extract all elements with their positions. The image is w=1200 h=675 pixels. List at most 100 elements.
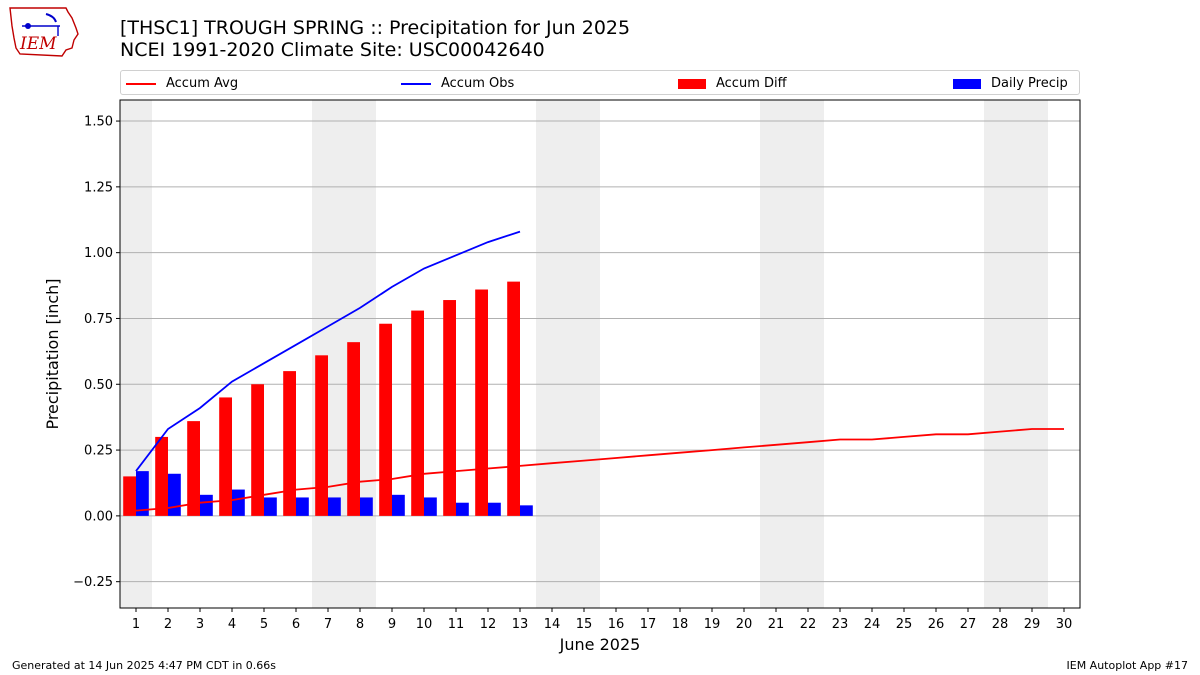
svg-text:IEM: IEM	[19, 34, 57, 54]
y-axis-label: Precipitation [inch]	[43, 278, 62, 429]
x-axis-label: June 2025	[559, 635, 641, 654]
weekend-band-day-28	[984, 100, 1016, 608]
accum-diff-bar-day-11	[443, 300, 456, 516]
accum-diff-bar-day-6	[283, 371, 296, 516]
daily-precip-bar-day-5	[264, 497, 277, 516]
x-tick-label: 8	[356, 617, 364, 632]
accum-diff-bar-day-1	[123, 476, 136, 516]
x-tick-label: 24	[864, 617, 881, 632]
legend-label-daily-precip: Daily Precip	[991, 76, 1068, 91]
legend-swatch-accum-obs	[401, 82, 431, 85]
daily-precip-bar-day-10	[424, 497, 437, 516]
daily-precip-bar-day-2	[168, 473, 181, 516]
x-tick-label: 11	[448, 617, 465, 632]
x-tick-label: 23	[832, 617, 849, 632]
legend-swatch-accum-avg	[126, 82, 156, 85]
x-tick-label: 30	[1056, 617, 1073, 632]
x-tick-label: 22	[800, 617, 817, 632]
chart-legend: Accum Avg Accum Obs Accum Diff Daily Pre…	[120, 70, 1080, 95]
weekend-band-day-14	[536, 100, 568, 608]
x-tick-label: 14	[544, 617, 561, 632]
chart-title: [THSC1] TROUGH SPRING :: Precipitation f…	[120, 17, 631, 39]
weekend-band-day-15	[568, 100, 600, 608]
y-tick-label: 1.25	[84, 180, 113, 195]
x-tick-label: 1	[132, 617, 140, 632]
generated-timestamp: Generated at 14 Jun 2025 4:47 PM CDT in …	[12, 659, 277, 672]
x-tick-label: 25	[896, 617, 913, 632]
x-tick-label: 19	[704, 617, 721, 632]
legend-label-accum-avg: Accum Avg	[166, 76, 239, 91]
accum-obs-line	[135, 230, 521, 472]
weekend-band-day-7	[312, 100, 344, 608]
y-tick-label: 0.75	[84, 312, 113, 327]
x-tick-label: 18	[672, 617, 689, 632]
accum-diff-bar-day-3	[187, 421, 200, 516]
x-tick-label: 12	[480, 617, 497, 632]
autoplot-app-label: IEM Autoplot App #17	[1066, 659, 1189, 672]
y-tick-label: 1.50	[84, 115, 113, 130]
x-tick-label: 20	[736, 617, 753, 632]
y-tick-label: 1.00	[84, 246, 113, 261]
grid-layer	[120, 120, 1080, 583]
y-tick-label: 0.25	[84, 444, 113, 459]
weekend-band-day-1	[120, 100, 152, 608]
axis-layer: −0.250.000.250.500.751.001.251.501 2 3 4 5 6 7…	[73, 99, 1081, 632]
accum-diff-bar-day-10	[411, 310, 424, 516]
accum-diff-bar-day-5	[251, 384, 264, 516]
x-tick-label: 17	[640, 617, 657, 632]
daily-precip-bar-day-6	[296, 497, 309, 516]
x-tick-label: 7	[324, 617, 332, 632]
legend-label-accum-obs: Accum Obs	[441, 76, 515, 91]
legend-label-accum-diff: Accum Diff	[716, 76, 787, 91]
daily-precip-bar-day-3	[200, 494, 213, 516]
x-tick-label: 15	[576, 617, 593, 632]
x-tick-label: 2	[164, 617, 172, 632]
legend-swatch-accum-diff	[678, 78, 706, 89]
weekend-band-day-29	[1016, 100, 1048, 608]
x-tick-label: 6	[292, 617, 300, 632]
daily-precip-bar-day-1	[136, 471, 149, 516]
weekend-band-day-22	[792, 100, 824, 608]
daily-precip-bar-day-4	[232, 489, 245, 516]
legend-item-accum-obs: Accum Obs	[401, 71, 514, 96]
x-tick-label: 29	[1024, 617, 1041, 632]
accum-diff-bar-day-13	[507, 281, 520, 516]
x-tick-label: 9	[388, 617, 396, 632]
bar-layer	[123, 281, 533, 516]
daily-precip-bar-day-7	[328, 497, 341, 516]
accum-diff-bar-day-4	[219, 397, 232, 516]
chart-subtitle: NCEI 1991-2020 Climate Site: USC00042640	[120, 39, 545, 61]
legend-item-daily-precip: Daily Precip	[953, 71, 1068, 96]
accum-avg-line	[135, 428, 1064, 512]
accum-diff-bar-day-7	[315, 355, 328, 516]
plot-frame	[119, 99, 1081, 609]
weekend-shading-layer	[120, 100, 1048, 608]
y-tick-label: 0.00	[84, 509, 113, 524]
y-tick-label: 0.50	[84, 378, 113, 393]
x-tick-label: 21	[768, 617, 785, 632]
x-tick-label: 4	[228, 617, 236, 632]
legend-swatch-daily-precip	[953, 78, 981, 89]
x-tick-label: 28	[992, 617, 1009, 632]
x-tick-label: 27	[960, 617, 977, 632]
daily-precip-bar-day-11	[456, 502, 469, 516]
daily-precip-bar-day-12	[488, 502, 501, 516]
x-tick-label: 5	[260, 617, 268, 632]
legend-item-accum-avg: Accum Avg	[126, 71, 238, 96]
daily-precip-bar-day-13	[520, 505, 533, 516]
x-tick-label: 26	[928, 617, 945, 632]
line-layer	[135, 230, 1064, 512]
y-tick-label: −0.25	[73, 575, 113, 590]
x-tick-label: 13	[512, 617, 529, 632]
x-tick-label: 16	[608, 617, 625, 632]
accum-diff-bar-day-12	[475, 289, 488, 516]
accum-diff-bar-day-8	[347, 342, 360, 516]
accum-diff-bar-day-9	[379, 323, 392, 516]
legend-item-accum-diff: Accum Diff	[678, 71, 787, 96]
weekend-band-day-21	[760, 100, 792, 608]
x-tick-label: 3	[196, 617, 204, 632]
accum-diff-bar-day-2	[155, 436, 168, 516]
x-tick-label: 10	[416, 617, 433, 632]
daily-precip-bar-day-9	[392, 494, 405, 516]
